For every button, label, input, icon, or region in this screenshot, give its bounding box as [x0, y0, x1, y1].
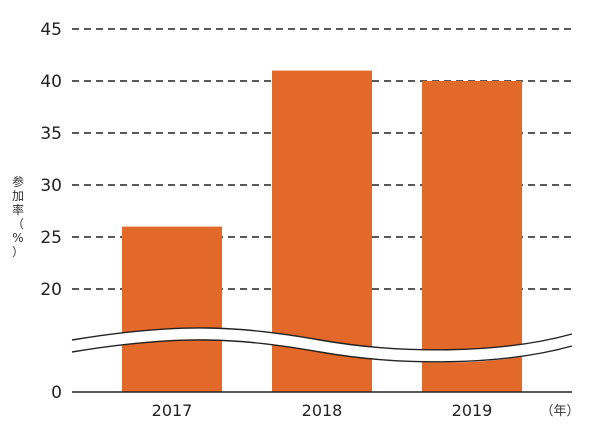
x-tick-labels: 2017 2018 2019: [152, 401, 493, 420]
x-tick-label-2017: 2017: [152, 401, 193, 420]
y-axis-label-char: %: [12, 231, 23, 245]
y-tick-label-45: 45: [40, 20, 62, 40]
y-axis-label-char: ）: [12, 245, 24, 259]
y-axis-label: 参加率（%）: [12, 174, 24, 259]
y-axis-label-char: 率: [12, 202, 24, 217]
bar-2017: [122, 226, 222, 392]
y-tick-label-20: 20: [40, 280, 62, 300]
y-tick-label-40: 40: [40, 72, 62, 92]
bars-layer: [122, 70, 522, 392]
y-tick-label-0: 0: [51, 383, 62, 403]
y-axis-label-char: 加: [12, 189, 24, 203]
bar-2019: [422, 81, 522, 392]
axis-break-band: [72, 327, 572, 363]
x-unit-label: （年）: [540, 404, 579, 419]
y-tick-label-30: 30: [40, 176, 62, 196]
y-tick-label-35: 35: [40, 124, 62, 144]
axis-break-line-lower: [71, 339, 573, 363]
y-tick-labels: 45 40 35 30 25 20 0: [40, 20, 62, 403]
y-axis-label-char: （: [12, 217, 24, 231]
x-tick-label-2019: 2019: [452, 401, 493, 420]
y-tick-label-25: 25: [40, 228, 62, 248]
x-tick-label-2018: 2018: [302, 401, 343, 420]
axis-break-line-upper: [71, 327, 573, 351]
y-axis-label-char: 参: [12, 174, 24, 189]
axis-break: [71, 327, 573, 363]
